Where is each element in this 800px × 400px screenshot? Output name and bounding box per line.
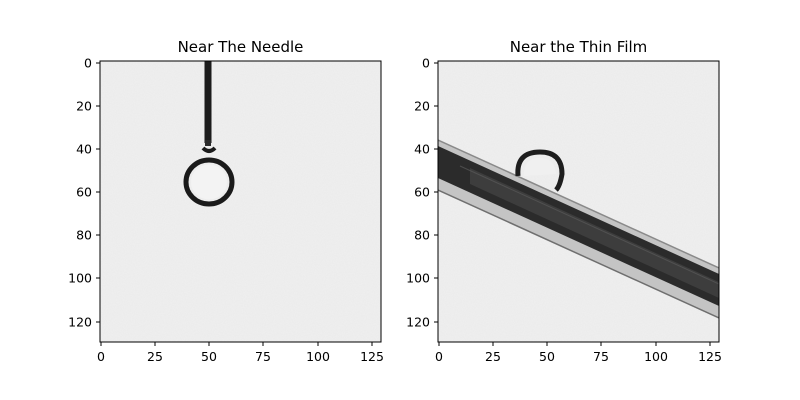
panel-title: Near the Thin Film bbox=[510, 38, 648, 56]
y-tick-label: 60 bbox=[76, 185, 92, 200]
x-tick-label: 100 bbox=[306, 349, 330, 364]
panel-near-thin-film: Near the Thin Film bbox=[406, 38, 722, 364]
thin-film-shape bbox=[438, 139, 719, 319]
sessile-droplet-shape bbox=[515, 149, 565, 192]
x-tick-label: 0 bbox=[97, 349, 105, 364]
panel-title: Near The Needle bbox=[178, 38, 304, 56]
x-tick-label: 50 bbox=[201, 349, 217, 364]
panel-near-needle: Near The Needle 0 20 40 60 80 10 bbox=[68, 38, 384, 364]
axes-frame bbox=[437, 60, 720, 343]
y-tick-label: 100 bbox=[406, 271, 430, 286]
x-tick-label: 75 bbox=[255, 349, 271, 364]
y-tick-label: 80 bbox=[76, 228, 92, 243]
y-axis: 0 20 40 60 80 100 120 bbox=[406, 56, 438, 330]
pendant-droplet-shape bbox=[183, 157, 235, 207]
y-tick-label: 40 bbox=[414, 142, 430, 157]
y-tick-label: 20 bbox=[414, 99, 430, 114]
image-needle-droplet bbox=[100, 61, 381, 342]
y-tick-label: 60 bbox=[414, 185, 430, 200]
x-tick-label: 100 bbox=[644, 349, 668, 364]
x-axis: 0 25 50 75 100 125 bbox=[97, 342, 384, 364]
x-tick-label: 25 bbox=[485, 349, 501, 364]
x-tick-label: 125 bbox=[360, 349, 384, 364]
y-tick-label: 20 bbox=[76, 99, 92, 114]
axes-frame bbox=[99, 60, 382, 343]
y-tick-label: 120 bbox=[68, 315, 92, 330]
x-tick-label: 125 bbox=[698, 349, 722, 364]
y-axis: 0 20 40 60 80 100 120 bbox=[68, 56, 100, 330]
y-tick-label: 100 bbox=[68, 271, 92, 286]
needle-shape bbox=[204, 61, 212, 143]
y-tick-label: 40 bbox=[76, 142, 92, 157]
y-tick-label: 0 bbox=[84, 56, 92, 71]
x-tick-label: 0 bbox=[435, 349, 443, 364]
x-axis: 0 25 50 75 100 125 bbox=[435, 342, 722, 364]
y-tick-label: 120 bbox=[406, 315, 430, 330]
y-tick-label: 80 bbox=[414, 228, 430, 243]
image-film-droplet bbox=[438, 61, 719, 342]
x-tick-label: 50 bbox=[539, 349, 555, 364]
y-tick-label: 0 bbox=[422, 56, 430, 71]
x-tick-label: 75 bbox=[593, 349, 609, 364]
x-tick-label: 25 bbox=[147, 349, 163, 364]
